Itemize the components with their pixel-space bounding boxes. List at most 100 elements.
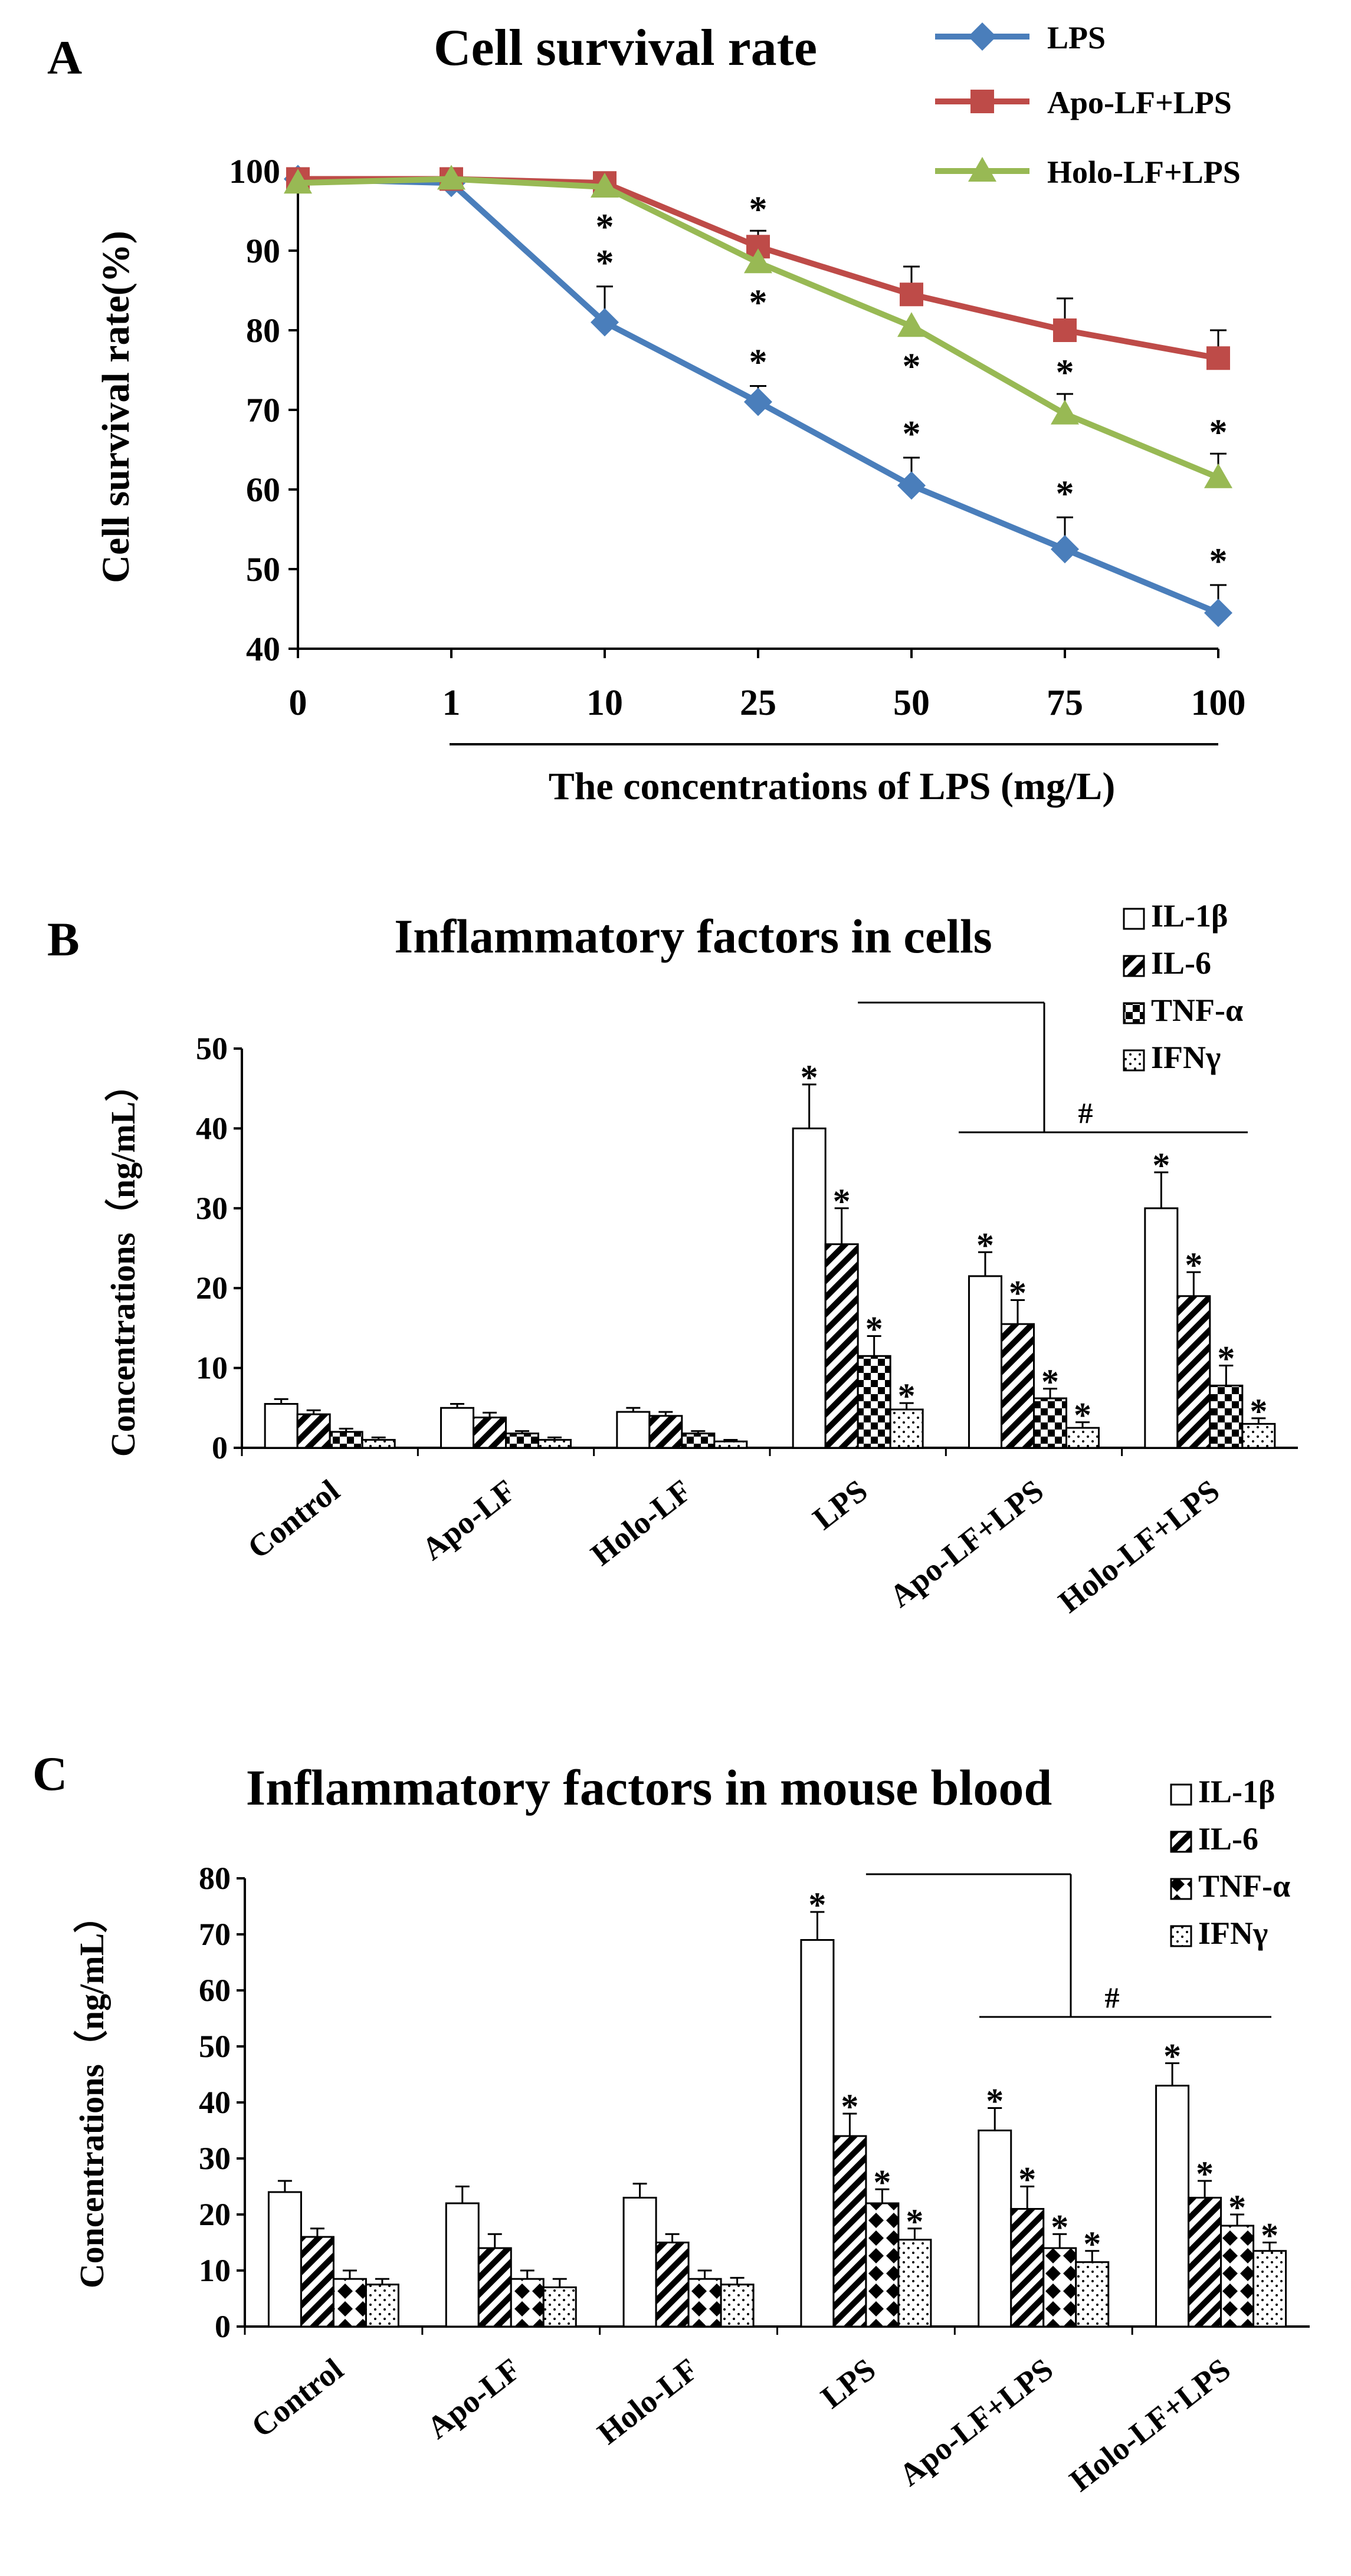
significance-star: * xyxy=(596,243,614,283)
significance-star: * xyxy=(1209,412,1228,452)
bar-apo-lf-lps-tnf xyxy=(1033,1397,1067,1449)
panel-label-b: B xyxy=(47,912,80,966)
legend-marker-holo-lf-lps xyxy=(968,157,996,182)
significance-star: * xyxy=(801,1058,818,1097)
bar-apo-lf-il-1 xyxy=(440,1407,474,1449)
bar-holo-lf-lps-il-1 xyxy=(1155,2085,1190,2328)
data-point-holo-lf-lps-1 xyxy=(437,165,465,190)
data-point-lps-50 xyxy=(897,471,926,500)
legend-label-tnf: TNF-α xyxy=(1198,1868,1290,1904)
x-axis-label-a: The concentrations of LPS (mg/L) xyxy=(549,765,1116,808)
bar-holo-lf-ifn xyxy=(713,1440,748,1449)
data-point-holo-lf-lps-0 xyxy=(284,169,312,194)
legend-swatch-ifn xyxy=(1170,1925,1192,1947)
panel-a: A Cell survival rate Cell survival rate(… xyxy=(47,19,1246,808)
y-tick-label-20: 20 xyxy=(199,2197,231,2232)
bar-control-tnf xyxy=(329,1431,363,1449)
x-tick-label-holo-lf-lps: Holo-LF+LPS xyxy=(1052,1473,1226,1619)
y-tick-label-50: 50 xyxy=(246,550,280,589)
bar-lps-tnf xyxy=(865,2202,900,2328)
bar-holo-lf-ifn xyxy=(720,2283,755,2328)
y-tick-label-30: 30 xyxy=(199,2141,231,2176)
significance-star: * xyxy=(898,1376,916,1415)
significance-star: * xyxy=(1041,1362,1059,1401)
significance-star: * xyxy=(1163,2037,1181,2076)
legend-a: LPS Apo-LF+LPS Holo-LF+LPS xyxy=(935,20,1241,190)
panel-c: C Inflammatory factors in mouse blood Co… xyxy=(32,1747,1310,2498)
bar-lps-il-1 xyxy=(800,1939,835,2328)
significance-star: * xyxy=(1228,2188,1246,2227)
bar-lps-il-6 xyxy=(832,2135,867,2328)
x-tick-label-100: 100 xyxy=(1191,683,1246,723)
bar-apo-lf-tnf xyxy=(510,2278,545,2328)
x-tick-label-0: 0 xyxy=(289,683,307,723)
bar-lps-il-6 xyxy=(824,1243,859,1449)
data-point-holo-lf-lps-50 xyxy=(897,312,926,337)
x-tick-label-holo-lf-lps: Holo-LF+LPS xyxy=(1063,2351,1237,2498)
bar-apo-lf-lps-ifn xyxy=(1075,2261,1110,2328)
data-point-apo-lf-lps-50 xyxy=(900,282,923,307)
bar-apo-lf-ifn xyxy=(537,1438,572,1449)
y-tick-label-100: 100 xyxy=(229,152,280,190)
bar-apo-lf-il-1 xyxy=(445,2202,480,2328)
x-tick-label-holo-lf: Holo-LF xyxy=(584,1473,698,1572)
x-tick-label-lps: LPS xyxy=(806,1473,874,1536)
significance-star: * xyxy=(833,1182,851,1221)
axes-a: 40 50 60 70 80 90 100 0 1 10 25 50 75 100 xyxy=(229,152,1246,723)
significance-star: * xyxy=(749,189,768,229)
significance-star: * xyxy=(749,282,768,323)
bar-control-il-6 xyxy=(296,1413,331,1449)
y-tick-label-50: 50 xyxy=(199,2029,231,2064)
bar-apo-lf-il-6 xyxy=(473,1417,507,1449)
bar-holo-lf-lps-tnf xyxy=(1220,2225,1255,2328)
y-tick-label-20: 20 xyxy=(196,1270,228,1306)
legend-marker-apo-lf-lps xyxy=(970,90,994,113)
x-tick-label-control: Control xyxy=(241,1473,346,1565)
bar-lps-ifn xyxy=(897,2239,932,2328)
significance-star: * xyxy=(906,2202,923,2241)
bar-apo-lf-lps-il-1 xyxy=(978,2130,1012,2328)
bar-lps-il-1 xyxy=(792,1127,827,1449)
panel-b: B Inflammatory factors in cells Concentr… xyxy=(47,898,1298,1619)
chart-title-c: Inflammatory factors in mouse blood xyxy=(246,1759,1052,1816)
data-point-lps-25 xyxy=(744,387,772,416)
y-tick-label-70: 70 xyxy=(199,1917,231,1952)
y-tick-label-0: 0 xyxy=(215,2309,231,2344)
bar-holo-lf-il-1 xyxy=(622,2197,657,2328)
legend-label-apo-lf-lps: Apo-LF+LPS xyxy=(1047,85,1232,120)
plot-area-c: * * * * * * * * * * * * xyxy=(267,1885,1287,2328)
chart-title-a: Cell survival rate xyxy=(434,19,817,77)
significance-star: * xyxy=(873,2163,891,2202)
y-tick-label-90: 90 xyxy=(246,232,280,270)
panel-label-c: C xyxy=(32,1747,67,1800)
y-tick-label-60: 60 xyxy=(246,471,280,509)
y-axis-label-b: Concentrations（ng/mL） xyxy=(104,1067,142,1457)
significance-star: * xyxy=(1196,2154,1214,2193)
bar-holo-lf-lps-il-1 xyxy=(1144,1207,1179,1449)
y-tick-label-60: 60 xyxy=(199,1973,231,2008)
y-tick-label-40: 40 xyxy=(196,1110,228,1146)
significance-star: * xyxy=(841,2087,858,2126)
bar-apo-lf-lps-il-1 xyxy=(968,1275,1002,1449)
significance-star: * xyxy=(1018,2160,1036,2199)
panel-label-a: A xyxy=(47,31,82,84)
bar-holo-lf-lps-il-6 xyxy=(1176,1295,1211,1449)
x-tick-label-lps: LPS xyxy=(814,2351,882,2415)
data-point-lps-10 xyxy=(591,308,619,337)
legend-label-il-6: IL-6 xyxy=(1151,945,1211,981)
bar-holo-lf-tnf xyxy=(687,2278,722,2328)
legend-swatch-il-6 xyxy=(1170,1831,1192,1853)
bar-holo-lf-il-1 xyxy=(616,1411,651,1449)
legend-b: IL-1β IL-6 TNF-α IFNγ xyxy=(1123,898,1243,1075)
x-tick-label-apo-lf: Apo-LF xyxy=(420,2351,527,2446)
significance-star: * xyxy=(596,207,614,247)
significance-star: * xyxy=(1261,2216,1278,2255)
bar-apo-lf-lps-tnf xyxy=(1042,2247,1077,2328)
y-tick-label-0: 0 xyxy=(212,1430,228,1466)
significance-star: * xyxy=(1185,1246,1202,1284)
y-tick-label-10: 10 xyxy=(199,2253,231,2288)
bar-holo-lf-tnf xyxy=(681,1432,716,1449)
data-point-holo-lf-lps-10 xyxy=(591,173,619,198)
significance-star: * xyxy=(1217,1339,1235,1378)
legend-label-il-1: IL-1β xyxy=(1151,898,1228,934)
